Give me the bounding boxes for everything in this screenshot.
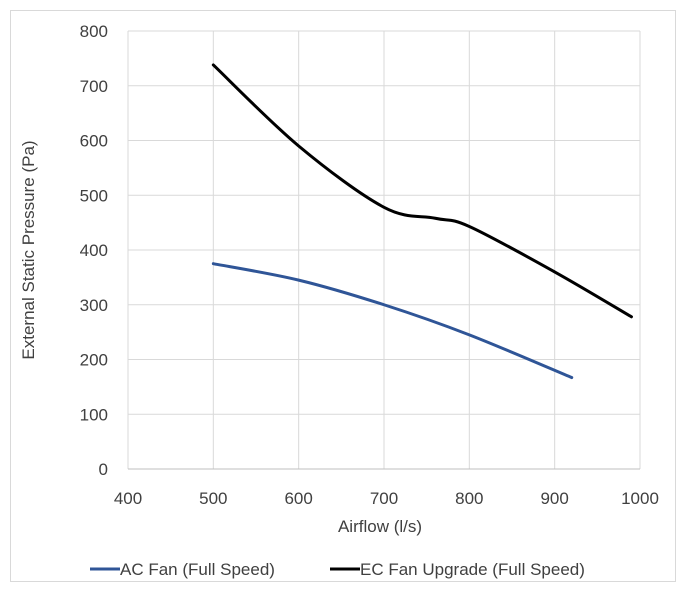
y-tick-label: 700	[80, 77, 108, 96]
y-tick-label: 200	[80, 351, 108, 370]
y-axis-title: External Static Pressure (Pa)	[19, 140, 38, 359]
chart-area	[10, 10, 676, 582]
series-line-0	[211, 262, 574, 380]
y-tick-label: 0	[99, 460, 108, 479]
x-tick-label: 500	[199, 489, 227, 508]
legend-label-1: EC Fan Upgrade (Full Speed)	[360, 560, 585, 579]
y-tick-label: 800	[80, 22, 108, 41]
series-line-1	[211, 63, 633, 319]
x-tick-label: 600	[284, 489, 312, 508]
x-tick-label: 700	[370, 489, 398, 508]
x-tick-label: 1000	[621, 489, 659, 508]
y-tick-label: 400	[80, 241, 108, 260]
x-tick-label: 400	[114, 489, 142, 508]
x-axis-title: Airflow (l/s)	[338, 517, 422, 536]
series-lines	[211, 63, 633, 380]
y-tick-label: 500	[80, 186, 108, 205]
y-tick-label: 100	[80, 405, 108, 424]
x-tick-label: 800	[455, 489, 483, 508]
legend-label-0: AC Fan (Full Speed)	[120, 560, 275, 579]
gridlines	[127, 30, 641, 469]
tick-labels: 0 100 200 300 400 500 600 700 800 400 500 600 700 800…	[80, 22, 659, 508]
y-tick-label: 600	[80, 132, 108, 151]
legend: AC Fan (Full Speed) EC Fan Upgrade (Full …	[90, 560, 585, 579]
x-tick-label: 900	[540, 489, 568, 508]
y-tick-label: 300	[80, 296, 108, 315]
